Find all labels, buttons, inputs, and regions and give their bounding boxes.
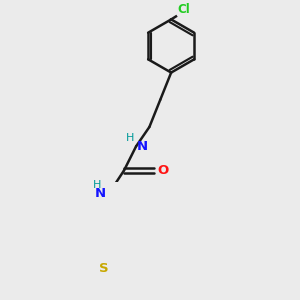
Text: N: N — [137, 140, 148, 153]
Text: H: H — [126, 133, 134, 143]
Text: S: S — [99, 262, 108, 275]
Text: Cl: Cl — [177, 3, 190, 16]
Text: H: H — [93, 180, 101, 190]
Text: O: O — [158, 164, 169, 177]
Text: N: N — [95, 187, 106, 200]
